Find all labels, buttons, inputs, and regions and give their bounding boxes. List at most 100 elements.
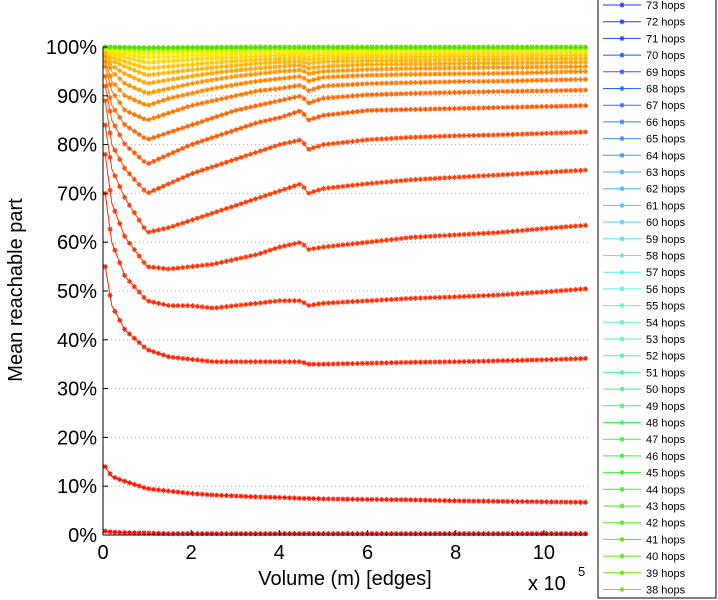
data-point-marker [379, 496, 385, 503]
data-point-marker [495, 44, 501, 50]
data-point-marker [417, 61, 424, 67]
data-point-marker [272, 245, 278, 252]
data-point-marker [446, 79, 453, 85]
data-point-marker [160, 54, 167, 60]
data-point-marker [413, 530, 419, 537]
data-point-marker [223, 130, 230, 136]
series-line [102, 151, 589, 272]
data-point-marker [131, 210, 137, 216]
data-point-marker [136, 530, 142, 536]
data-point-marker [136, 339, 142, 346]
data-point-marker [180, 145, 186, 151]
data-point-marker [136, 87, 142, 93]
data-point-marker [456, 530, 462, 537]
data-point-marker [325, 63, 331, 69]
data-point-marker [277, 359, 283, 365]
data-point-marker [325, 300, 331, 306]
data-point-marker [306, 53, 312, 59]
data-point-marker [548, 288, 555, 294]
data-point-marker [379, 107, 385, 113]
data-point-marker [301, 141, 307, 147]
data-point-marker [393, 236, 399, 242]
data-point-marker [519, 56, 525, 62]
data-point-marker [398, 54, 404, 60]
data-point-marker [228, 58, 234, 65]
data-point-marker [311, 53, 317, 59]
data-point-marker [568, 499, 574, 505]
data-point-marker [471, 60, 477, 66]
data-point-marker [573, 44, 579, 50]
data-point-marker [199, 530, 205, 537]
data-point-marker [476, 70, 482, 77]
data-point-marker [296, 58, 302, 64]
data-point-marker [107, 95, 113, 101]
data-point-marker [248, 151, 254, 157]
data-point-marker [248, 44, 254, 50]
data-point-marker [432, 175, 438, 182]
data-point-marker [112, 71, 118, 77]
data-point-marker [180, 68, 186, 74]
data-point-marker [495, 64, 501, 71]
data-point-marker [282, 96, 288, 103]
data-point-marker [442, 294, 448, 300]
data-point-marker [524, 56, 530, 62]
data-point-marker [272, 143, 278, 149]
data-point-marker [408, 54, 414, 60]
data-point-marker [398, 80, 404, 86]
data-point-marker [262, 193, 268, 199]
data-point-marker [514, 60, 521, 66]
y-tick-label: 70% [57, 183, 97, 205]
data-point-marker [510, 53, 516, 59]
data-point-marker [185, 530, 191, 537]
data-point-marker [461, 65, 467, 71]
data-point-marker [558, 499, 564, 505]
data-point-marker [432, 359, 438, 365]
data-point-marker [272, 298, 278, 304]
data-point-marker [398, 359, 404, 366]
data-point-marker [364, 54, 370, 60]
data-point-marker [619, 119, 625, 125]
data-point-marker [393, 359, 399, 366]
data-point-marker [194, 79, 200, 86]
data-point-marker [223, 68, 230, 74]
legend-entry: 53 hops [603, 334, 686, 346]
data-point-marker [480, 105, 487, 111]
data-point-marker [383, 61, 390, 67]
data-point-marker [558, 168, 564, 175]
data-point-marker [165, 181, 171, 187]
data-point-marker [393, 44, 399, 50]
data-point-marker [619, 169, 625, 175]
data-point-marker [354, 530, 361, 537]
data-point-marker [354, 108, 361, 115]
legend-label: 64 hops [646, 150, 686, 162]
data-point-marker [141, 101, 147, 107]
data-point-marker [442, 71, 448, 77]
series-line [102, 59, 589, 108]
data-point-marker [442, 57, 448, 63]
data-point-marker [619, 35, 625, 41]
data-point-marker [505, 88, 511, 94]
data-point-marker [335, 361, 341, 367]
data-point-marker [553, 103, 559, 109]
data-point-marker [272, 99, 278, 105]
data-point-marker [558, 288, 564, 294]
data-point-marker [388, 236, 394, 243]
legend-label: 40 hops [646, 551, 686, 563]
data-point-marker [320, 300, 327, 306]
data-point-marker [131, 56, 137, 63]
data-point-marker [548, 69, 555, 75]
data-point-marker [359, 108, 365, 114]
data-point-marker [126, 125, 133, 131]
data-point-marker [539, 226, 545, 232]
legend-label: 50 hops [646, 384, 686, 396]
data-point-marker [519, 530, 525, 537]
data-point-marker [180, 53, 186, 59]
data-point-marker [369, 44, 375, 50]
data-point-marker [335, 299, 341, 305]
data-point-marker [316, 44, 322, 50]
data-point-marker [112, 59, 118, 65]
data-point-marker [577, 68, 584, 75]
data-point-marker [219, 75, 225, 81]
data-point-marker [238, 73, 244, 79]
